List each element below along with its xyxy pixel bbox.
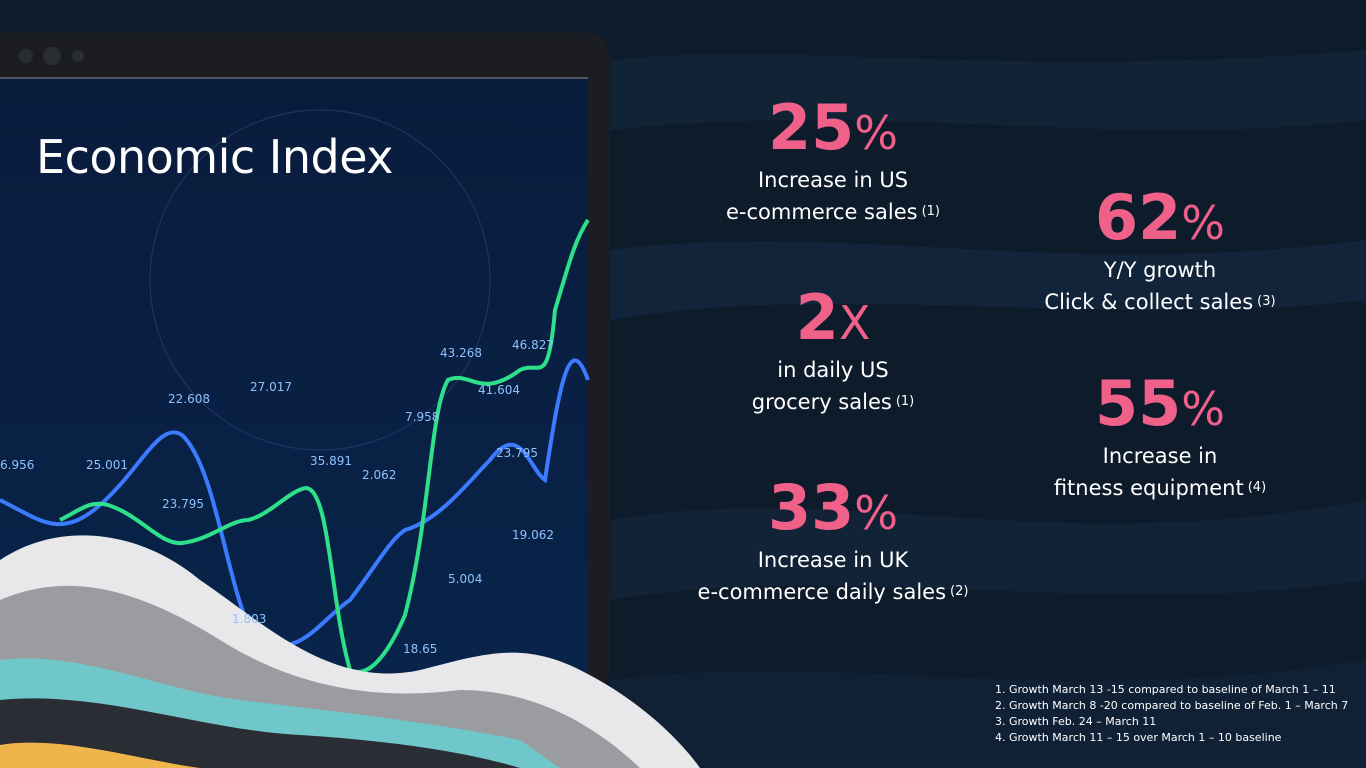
stat-text: Y/Y growth (1103, 258, 1217, 282)
footnotes: 1. Growth March 13 -15 compared to basel… (995, 682, 1348, 746)
slide-title: Economic Index (36, 130, 393, 184)
stat-note: (2) (950, 584, 969, 599)
stat-figure: 33% (663, 476, 1003, 545)
footnote: 1. Growth March 13 -15 compared to basel… (995, 683, 1336, 696)
screen-number: 41.604 (478, 383, 520, 397)
screen-number: 2.062 (362, 468, 397, 482)
stat-figure: 62% (990, 186, 1330, 255)
footnote: 2. Growth March 8 -20 compared to baseli… (995, 699, 1349, 712)
stat-note: (1) (895, 394, 915, 409)
stat-unit: % (854, 486, 898, 540)
stat: 25% Increase in US e-commerce sales (1) (663, 96, 1003, 228)
stat-unit: % (854, 106, 898, 160)
screen-number: 23.795 (496, 446, 538, 460)
stat-text: Click & collect sales (1044, 290, 1254, 314)
stat: 33% Increase in UK e-commerce daily sales(… (663, 476, 1003, 608)
stat: 55% Increase in fitness equipment (4) (990, 372, 1330, 504)
screen-number: 19.062 (512, 528, 554, 542)
footnote: 3. Growth Feb. 24 – March 11 (995, 715, 1157, 728)
stat-text: Increase in (1102, 444, 1218, 468)
screen-number: 18.65 (403, 642, 438, 656)
stat-text: fitness equipment (1053, 476, 1244, 500)
stat-line: Increase in (990, 441, 1330, 472)
stat-line: Increase in UK (663, 545, 1003, 576)
stat-line: in daily US (663, 355, 1003, 386)
footnote: 4. Growth March 11 – 15 over March 1 – 1… (995, 731, 1282, 744)
stat-value: 25 (768, 91, 855, 164)
stat-line: fitness equipment (4) (990, 472, 1330, 504)
screen-number: 46.827 (512, 338, 554, 352)
stat-text: e-commerce sales (726, 200, 918, 224)
stat-value: 55 (1095, 367, 1182, 440)
stat-text: e-commerce daily sales (697, 580, 947, 604)
stat: 2X in daily US grocery sales (1) (663, 286, 1003, 418)
stat-text: Increase in UK (757, 548, 909, 572)
stat-text: in daily US (777, 358, 889, 382)
stat-line: e-commerce sales (1) (663, 196, 1003, 228)
stat-text: Increase in US (757, 168, 909, 192)
screen-number: 6.956 (0, 458, 35, 472)
stat-line: Click & collect sales (3) (990, 286, 1330, 318)
screen-number: 22.608 (168, 392, 210, 406)
stat-figure: 25% (663, 96, 1003, 165)
stat-line: e-commerce daily sales (2) (663, 576, 1003, 608)
screen-number: 27.017 (250, 380, 292, 394)
stat: 62% Y/Y growth Click & collect sales (3) (990, 186, 1330, 318)
screen-number: 25.001 (86, 458, 128, 472)
stat-value: 2 (795, 281, 839, 354)
stat-value: 33 (768, 471, 855, 544)
stat-unit: % (1181, 382, 1225, 436)
screen-number: 5.004 (448, 572, 483, 586)
stat-note: (1) (921, 204, 940, 219)
stat-figure: 55% (990, 372, 1330, 441)
stat-text: grocery sales (751, 390, 892, 414)
screen-number: 1.803 (232, 612, 267, 626)
stat-value: 62 (1095, 181, 1182, 254)
stat-line: grocery sales (1) (663, 386, 1003, 418)
stat-unit: X (838, 296, 871, 350)
stat-unit: % (1181, 196, 1225, 250)
stat-line: Y/Y growth (990, 255, 1330, 286)
screen-number: 35.891 (310, 454, 352, 468)
stat-note: (3) (1257, 294, 1276, 309)
screen-number: 23.795 (162, 497, 204, 511)
stat-line: Increase in US (663, 165, 1003, 196)
stat-figure: 2X (663, 286, 1003, 355)
screen-number: 43.268 (440, 346, 482, 360)
screen-number: 7.958 (405, 410, 440, 424)
stat-note: (4) (1247, 480, 1267, 495)
